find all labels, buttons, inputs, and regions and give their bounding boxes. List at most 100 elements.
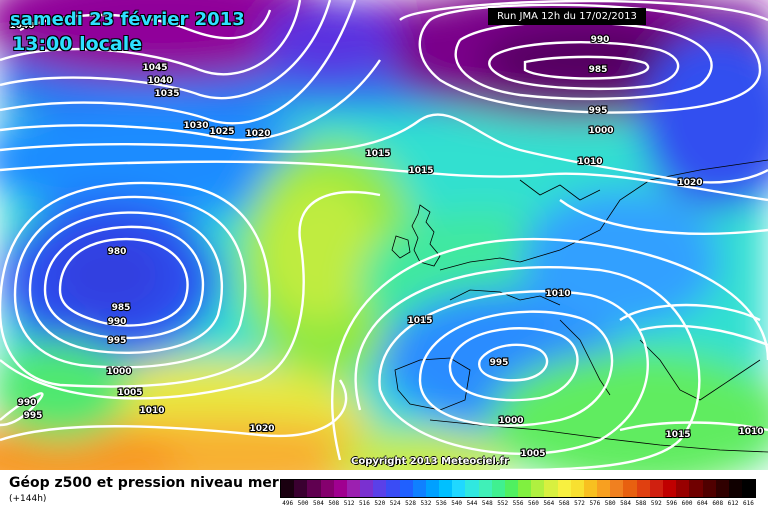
isobar-label-l1030: 1030	[183, 121, 208, 131]
color-scale-tick: 584	[620, 500, 631, 507]
isobar-label-l1010c: 1010	[545, 289, 570, 299]
run-label: Run JMA 12h du 17/02/2013	[488, 8, 646, 25]
isobar-label-l990b: 990	[108, 317, 127, 327]
isobar-label-l985b: 985	[112, 303, 131, 313]
color-scale-tick: 512	[343, 500, 355, 507]
color-swatch	[544, 480, 558, 497]
color-scale-tick: 612	[727, 500, 739, 507]
color-scale-tick: 604	[696, 500, 708, 507]
color-scale-tick: 592	[650, 500, 662, 507]
isobar-label-l1020a: 1020	[245, 129, 270, 139]
isobar-label-l995d: 995	[490, 358, 509, 368]
color-scale-tick: 568	[558, 500, 570, 507]
color-swatch	[412, 480, 426, 497]
color-scale-ticks: 496 500 504 508 512 516 520 524 528 532 536 540 544 5…	[280, 500, 756, 507]
color-scale-tick: 504	[312, 500, 324, 507]
color-scale-tick: 524	[389, 500, 401, 507]
isobar-label-l1015b: 1015	[408, 166, 433, 176]
color-scale-tick: 532	[420, 500, 432, 507]
color-scale-tick: 520	[374, 500, 386, 507]
color-swatch	[570, 480, 584, 497]
color-scale-tick: 536	[435, 500, 447, 507]
color-swatch	[636, 480, 650, 497]
forecast-time: 13:00 locale	[12, 33, 143, 55]
color-swatch	[465, 480, 479, 497]
isobar-label-l1010b: 1010	[139, 406, 164, 416]
color-swatch	[702, 480, 716, 497]
color-scale-tick: 540	[451, 500, 463, 507]
color-scale-tick: 576	[589, 500, 601, 507]
isobar-label-l995b: 995	[108, 336, 127, 346]
color-swatch	[294, 480, 308, 497]
isobar-label-l1040b: 1040	[147, 76, 172, 86]
legend-title: Géop z500 et pression niveau mer	[9, 475, 279, 491]
isobar-label-l1025: 1025	[209, 127, 234, 137]
isobar-label-l1005b: 1005	[520, 449, 545, 459]
color-scale-tick: 508	[328, 500, 340, 507]
color-scale-tick: 608	[712, 500, 724, 507]
color-swatch	[452, 480, 466, 497]
color-swatch	[728, 480, 743, 497]
color-swatch	[346, 480, 361, 497]
color-swatch	[360, 480, 374, 497]
color-scale-tick: 496	[282, 500, 294, 507]
isobar-label-l990c: 990	[18, 398, 37, 408]
isobar-label-l1035: 1035	[154, 89, 179, 99]
isobars	[0, 0, 768, 470]
legend-subtitle: (+144h)	[9, 494, 47, 504]
color-scale-tick: 588	[635, 500, 647, 507]
color-scale-tick: 552	[497, 500, 509, 507]
color-swatch	[597, 480, 611, 497]
isobar-label-l995a: 995	[589, 106, 608, 116]
color-swatch	[399, 480, 413, 497]
color-scale-tick: 556	[512, 500, 524, 507]
color-swatch	[662, 480, 677, 497]
color-scale-tick: 544	[466, 500, 478, 507]
color-scale-tick: 616	[743, 500, 754, 507]
isobar-label-l1015a: 1015	[365, 149, 390, 159]
color-scale-tick: 580	[604, 500, 616, 507]
isobar-label-l995c: 995	[24, 411, 43, 421]
color-swatch	[320, 480, 334, 497]
color-swatch	[531, 480, 545, 497]
color-scale-tick: 528	[405, 500, 416, 507]
isobar-label-l990a: 990	[591, 35, 610, 45]
color-swatch	[583, 480, 598, 497]
color-swatch	[439, 480, 453, 497]
isobar-label-l1010d: 1010	[738, 427, 763, 437]
color-scale: 496 500 504 508 512 516 520 524 528 532 536 540 544 5…	[280, 479, 756, 507]
color-scale-tick: 600	[681, 500, 693, 507]
color-swatch	[742, 480, 756, 497]
color-swatch	[307, 480, 321, 497]
color-scale-tick: 596	[666, 500, 678, 507]
forecast-date: samedi 23 février 2013	[10, 9, 245, 30]
color-swatch	[610, 480, 624, 497]
color-swatch	[478, 480, 492, 497]
color-scale-tick: 500	[297, 500, 309, 507]
color-swatch	[649, 480, 663, 497]
copyright: Copyright 2013 Meteociel.fr	[351, 456, 509, 467]
weather-map: 1040 1045 1040 1035 1030 1025 1020 1015 1015 990 9…	[0, 0, 768, 470]
color-swatch	[715, 480, 729, 497]
color-swatch	[518, 480, 532, 497]
color-scale-bar	[280, 479, 756, 498]
isobar-label-l1000a: 1000	[588, 126, 613, 136]
color-swatch	[281, 480, 295, 497]
color-swatch	[333, 480, 347, 497]
color-swatch	[676, 480, 690, 497]
color-swatch	[386, 480, 400, 497]
isobar-label-l1010a: 1010	[577, 157, 602, 167]
color-scale-tick: 548	[481, 500, 493, 507]
color-swatch	[504, 480, 519, 497]
isobar-label-l1020b: 1020	[677, 178, 702, 188]
color-scale-tick: 560	[528, 500, 539, 507]
color-swatch	[491, 480, 505, 497]
isobar-label-l1005a: 1005	[117, 388, 142, 398]
color-swatch	[557, 480, 571, 497]
isobar-label-l1000c: 1000	[498, 416, 523, 426]
color-scale-tick: 572	[574, 500, 585, 507]
isobar-label-l1045: 1045	[142, 63, 167, 73]
isobar-label-l980: 980	[108, 247, 127, 257]
